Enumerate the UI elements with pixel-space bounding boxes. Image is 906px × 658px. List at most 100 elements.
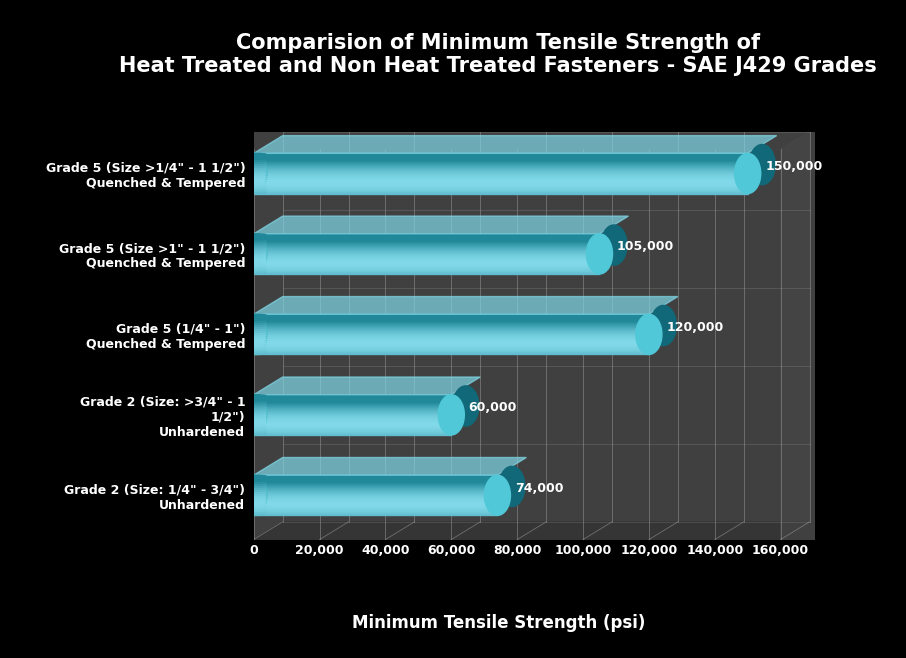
Ellipse shape [241, 318, 266, 320]
Ellipse shape [241, 489, 266, 492]
Ellipse shape [241, 153, 266, 193]
Ellipse shape [241, 186, 266, 188]
Ellipse shape [241, 429, 266, 431]
Bar [254, 425, 451, 426]
Bar [254, 235, 600, 236]
Bar [254, 327, 649, 328]
Bar [254, 414, 451, 415]
Ellipse shape [241, 176, 266, 178]
Ellipse shape [241, 411, 266, 413]
Bar [254, 345, 649, 347]
Bar [254, 432, 451, 433]
Bar [254, 262, 600, 263]
Ellipse shape [241, 497, 266, 499]
Ellipse shape [241, 340, 266, 342]
Ellipse shape [241, 338, 266, 340]
Ellipse shape [241, 397, 266, 399]
Ellipse shape [241, 163, 266, 165]
Bar [254, 330, 649, 332]
Ellipse shape [586, 234, 612, 274]
Bar [254, 184, 747, 186]
Ellipse shape [601, 225, 627, 265]
Bar [254, 186, 747, 188]
Ellipse shape [241, 413, 266, 415]
Bar [254, 238, 600, 239]
Ellipse shape [241, 348, 266, 351]
Ellipse shape [241, 241, 266, 244]
Bar [254, 325, 649, 326]
Bar [254, 176, 747, 178]
Bar [254, 253, 600, 254]
Bar [254, 189, 747, 190]
Ellipse shape [241, 252, 266, 254]
Bar [254, 328, 649, 330]
Text: 150,000: 150,000 [765, 160, 823, 173]
Ellipse shape [241, 167, 266, 170]
Bar [254, 167, 747, 168]
Ellipse shape [241, 234, 266, 236]
Bar [254, 334, 649, 336]
Bar [254, 169, 747, 170]
Bar [254, 170, 747, 172]
Ellipse shape [241, 475, 266, 515]
Ellipse shape [241, 479, 266, 481]
Ellipse shape [241, 395, 266, 435]
Bar [254, 513, 497, 515]
Ellipse shape [241, 485, 266, 488]
Bar [254, 417, 451, 418]
Text: 120,000: 120,000 [666, 321, 724, 334]
Ellipse shape [241, 423, 266, 425]
Bar [254, 256, 600, 257]
Bar [254, 237, 600, 238]
Bar [254, 503, 497, 504]
Ellipse shape [241, 475, 266, 477]
Ellipse shape [241, 155, 266, 157]
Bar [254, 188, 747, 189]
Ellipse shape [241, 316, 266, 318]
Bar [254, 163, 747, 164]
Bar [254, 426, 451, 427]
Bar [254, 434, 451, 435]
Ellipse shape [241, 191, 266, 193]
Ellipse shape [241, 351, 266, 353]
Bar [254, 409, 451, 410]
Bar [254, 159, 747, 161]
Bar [254, 423, 451, 424]
Bar [254, 324, 649, 325]
Bar [254, 164, 747, 165]
Ellipse shape [241, 405, 266, 407]
Polygon shape [254, 522, 810, 540]
Bar [254, 239, 600, 240]
Bar [254, 402, 451, 403]
Polygon shape [254, 457, 526, 475]
Ellipse shape [241, 494, 266, 495]
Polygon shape [254, 377, 480, 395]
Bar [254, 413, 451, 414]
Bar [254, 268, 600, 269]
Bar [254, 242, 600, 243]
Bar [254, 405, 451, 406]
Bar [254, 251, 600, 252]
Bar [254, 498, 497, 499]
Bar [254, 320, 649, 321]
Ellipse shape [241, 407, 266, 409]
Bar [254, 157, 747, 159]
Bar [254, 502, 497, 503]
Bar [254, 419, 451, 420]
Bar [254, 265, 600, 266]
Bar [254, 430, 451, 431]
Ellipse shape [485, 475, 510, 515]
Ellipse shape [439, 395, 464, 435]
Bar [254, 397, 451, 399]
Bar [254, 496, 497, 497]
Bar [254, 353, 649, 355]
Bar [254, 433, 451, 434]
Bar [254, 418, 451, 419]
Ellipse shape [241, 353, 266, 355]
Ellipse shape [241, 507, 266, 509]
Bar [254, 322, 649, 323]
Ellipse shape [241, 258, 266, 260]
Polygon shape [254, 136, 776, 153]
Bar [254, 415, 451, 416]
Bar [254, 349, 649, 351]
